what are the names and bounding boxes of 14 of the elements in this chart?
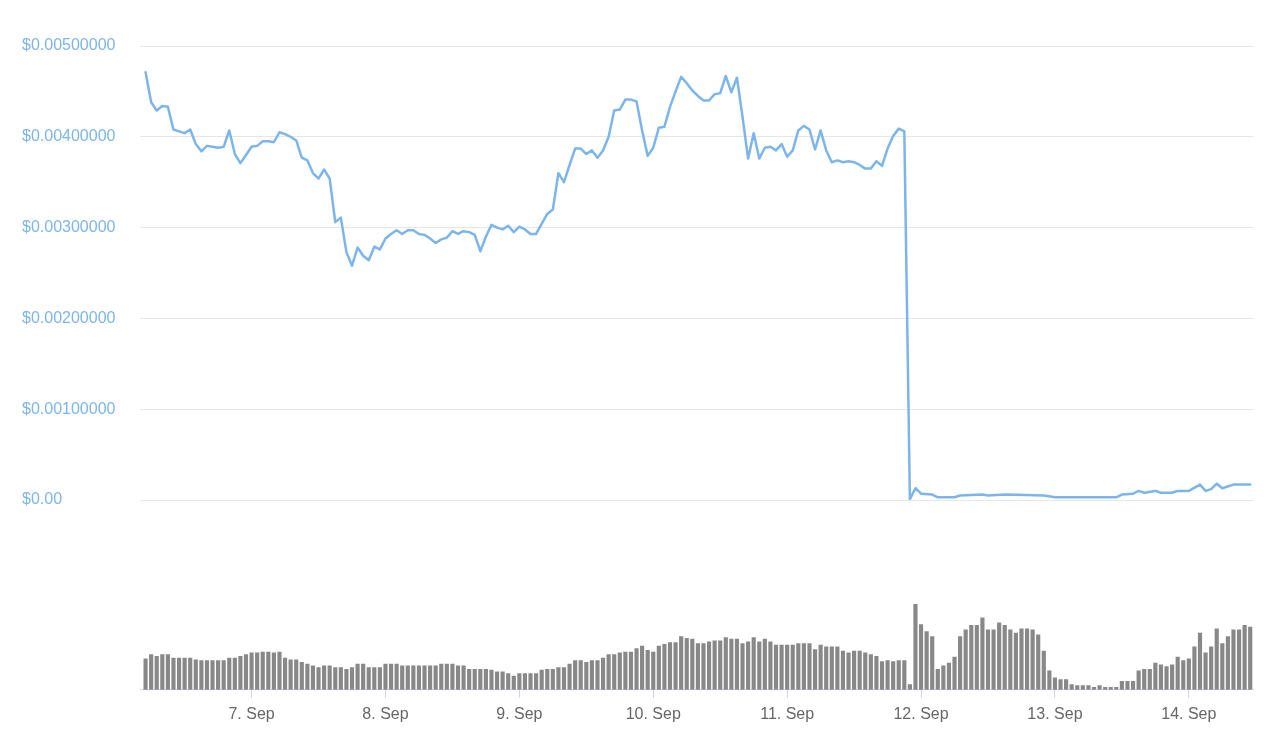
- x-tick-label: 7. Sep: [228, 704, 275, 722]
- x-tick-label: 13. Sep: [1027, 704, 1083, 722]
- x-tick-label: 11. Sep: [760, 704, 815, 722]
- x-tick-label: 9. Sep: [496, 704, 543, 722]
- y-tick-label: $0.00200000: [22, 308, 116, 326]
- y-tick-label: $0.00300000: [22, 218, 116, 236]
- y-tick-label: $0.00100000: [22, 399, 116, 417]
- y-tick-label: $0.00400000: [22, 127, 116, 145]
- y-tick-label: $0.00: [22, 490, 63, 508]
- x-tick-label: 12. Sep: [893, 704, 949, 722]
- y-tick-label: $0.00500000: [22, 36, 116, 54]
- x-tick-label: 14. Sep: [1161, 704, 1217, 722]
- x-tick-label: 8. Sep: [362, 704, 409, 722]
- x-tick-label: 10. Sep: [625, 704, 681, 722]
